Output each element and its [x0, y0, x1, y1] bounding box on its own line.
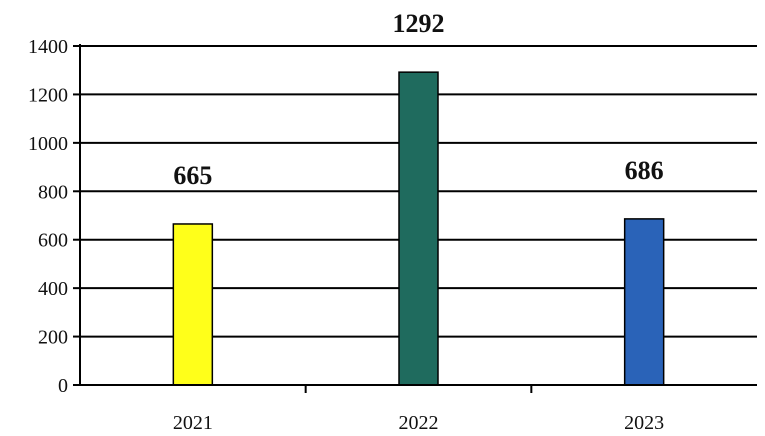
y-tick-label-800: 800 — [38, 181, 68, 203]
data-label-2021: 665 — [173, 161, 212, 190]
x-tick-label-2021: 2021 — [173, 412, 213, 434]
y-tick-label-1400: 1400 — [28, 36, 68, 58]
axes — [73, 44, 757, 393]
y-tick-label-600: 600 — [38, 230, 68, 252]
data-label-2022: 1292 — [393, 9, 445, 38]
x-tick-label-2022: 2022 — [399, 412, 439, 434]
y-tick-label-200: 200 — [38, 327, 68, 349]
bars — [172, 71, 665, 386]
y-tick-label-0: 0 — [58, 375, 68, 397]
data-label-2023: 686 — [625, 156, 664, 185]
bar-2023 — [623, 218, 665, 386]
labels: 0 200 400 600 800 1000 1200 1400 2021 665 2022 1292… — [28, 9, 664, 434]
x-tick-label-2023: 2023 — [624, 412, 664, 434]
y-tick-label-1200: 1200 — [28, 84, 68, 106]
bar-2021 — [172, 223, 214, 386]
bar-2022 — [398, 71, 439, 386]
y-tick-label-1000: 1000 — [28, 133, 68, 155]
y-tick-label-400: 400 — [38, 278, 68, 300]
